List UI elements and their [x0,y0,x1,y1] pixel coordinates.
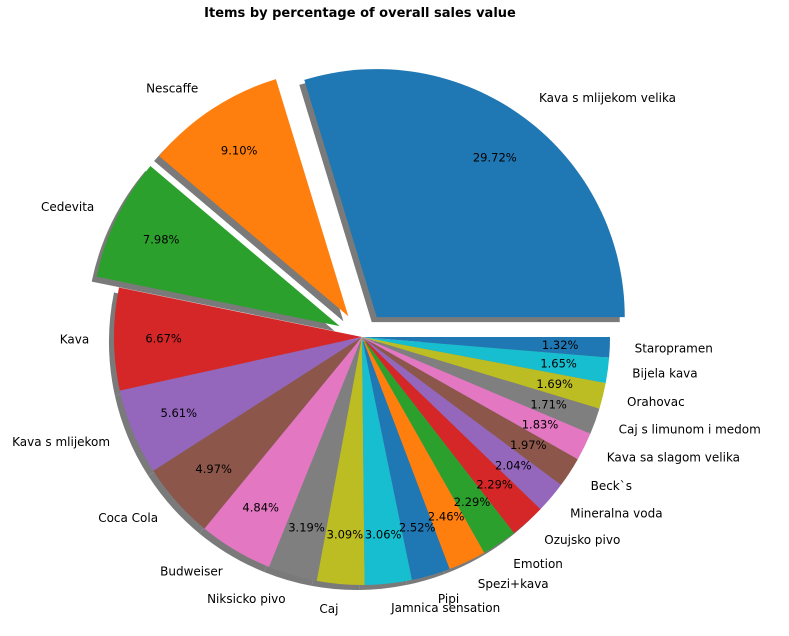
pie-slice [362,337,515,553]
slice-category-label: Nescaffe [146,82,198,96]
slice-percent-label: 1.97% [510,438,547,452]
slice-category-label: Mineralna voda [570,506,662,520]
pie-slice [362,337,610,358]
slice-category-label: Jamnica sensation [390,601,500,615]
slice-category-label: Kava sa slagom velika [607,451,740,465]
pie-slice [269,337,362,581]
slice-percent-label: 1.65% [540,357,577,371]
slice-percent-label: 1.69% [536,377,573,391]
pie-slice [316,337,365,585]
slice-percent-label: 2.29% [454,495,491,509]
pie-slice [304,69,625,318]
pie-slice [362,337,412,585]
slice-percent-label: 1.83% [522,418,559,432]
pie-slice [362,337,578,485]
slice-category-label: Caj [319,602,338,616]
slice-category-label: Cedevita [41,200,94,214]
slice-percent-label: 2.29% [476,478,513,492]
slice-category-label: Kava s mlijekom [12,435,110,449]
slice-percent-label: 3.06% [365,527,402,541]
slice-percent-label: 3.09% [327,528,364,542]
slice-percent-label: 6.67% [145,332,182,346]
slice-percent-label: 29.72% [473,151,517,165]
slice-category-label: Kava [60,332,89,346]
pie-slice [362,337,591,460]
pie-slice [119,337,363,471]
slice-category-label: Emotion [513,557,563,571]
slice-category-label: Spezi+kava [478,577,549,591]
pie-slice [113,287,362,391]
slice-category-label: Bijela kava [632,367,697,381]
pie-slice [362,337,562,510]
slice-category-label: Coca Cola [98,511,158,525]
pie-slice [362,337,606,409]
slice-percent-label: 2.46% [428,510,465,524]
pie-slice [362,337,600,434]
pie-slice [153,337,362,529]
slice-percent-label: 2.04% [495,458,532,472]
pie-slice [159,79,349,317]
slice-category-label: Orahovac [627,395,685,409]
slice-category-label: Staropramen [635,341,713,355]
slice-category-label: Pipi [438,592,459,606]
slice-percent-label: 3.19% [288,521,325,535]
slice-category-label: Niksicko pivo [207,592,286,606]
slice-percent-label: 1.71% [530,397,567,411]
pie-slice [362,337,450,580]
slice-category-label: Beck`s [591,479,632,493]
slice-percent-label: 9.10% [221,144,258,158]
slices [96,69,625,585]
slice-percent-label: 5.61% [161,406,198,420]
chart-title: Items by percentage of overall sales val… [204,6,516,21]
slice-percent-label: 1.32% [542,338,579,352]
slice-category-label: Caj s limunom i medom [619,423,761,437]
slice-percent-label: 4.97% [195,462,232,476]
pie-slice [204,337,362,567]
slice-percent-label: 2.52% [399,521,436,535]
pie-slice [362,337,610,384]
slice-labels: 29.72% Kava s mlijekom velika 9.10% Nescaff… [12,82,761,616]
pie-slice [362,337,541,533]
pie-slice [362,337,485,569]
pie-slice [96,165,340,327]
slice-percent-label: 4.84% [242,501,279,515]
slice-category-label: Kava s mlijekom velika [539,91,676,105]
slice-percent-label: 7.98% [143,233,180,247]
slice-category-label: Budweiser [160,565,223,579]
slice-category-label: Ozujsko pivo [544,533,620,547]
